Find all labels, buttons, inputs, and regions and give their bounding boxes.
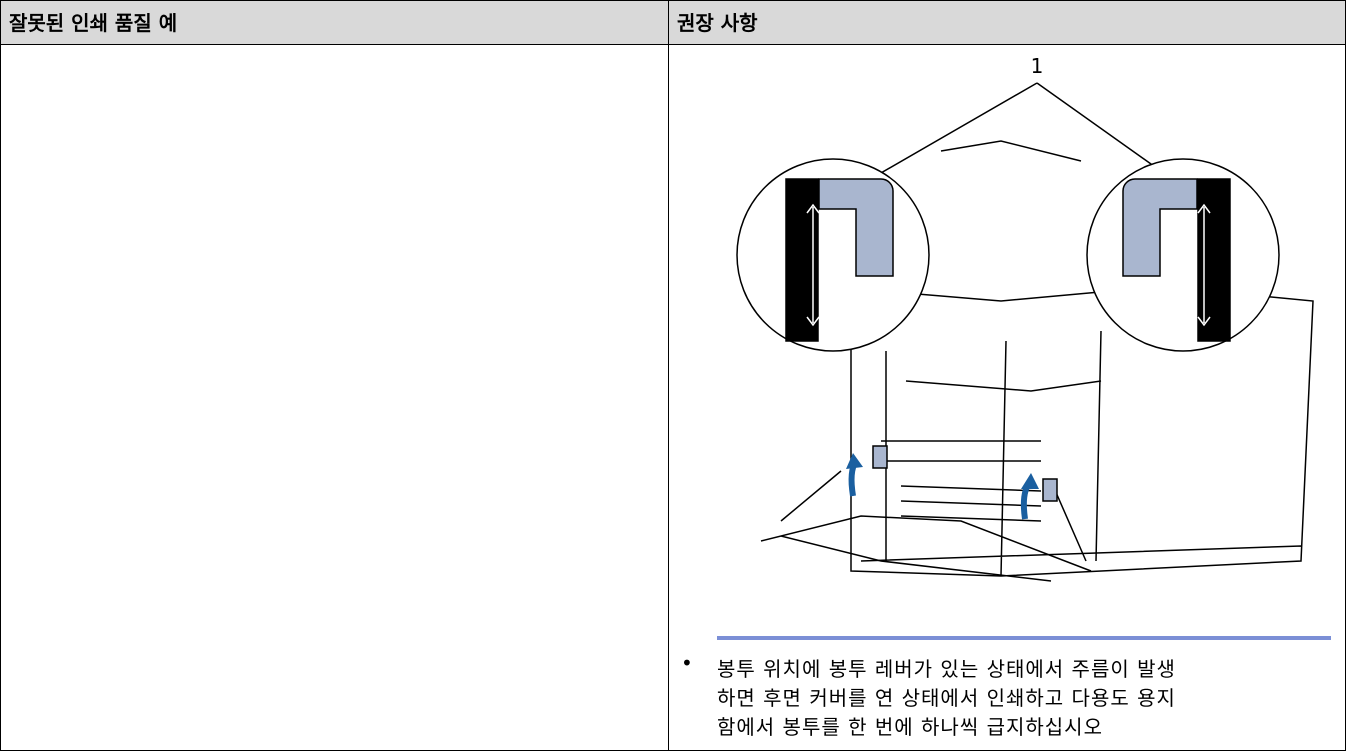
- separator: [717, 636, 1331, 640]
- bullet-text: 하면 후면 커버를 연 상태에서 인쇄하고 다용도 용지: [717, 686, 1176, 710]
- bullet-text: 함에서 봉투를 한 번에 하나씩 급지하십시오: [717, 715, 1103, 739]
- illustration: 1: [736, 54, 1314, 582]
- callout-label: 1: [1031, 54, 1044, 78]
- header-cell: 잘못된 인쇄 품질 예: [1, 1, 669, 45]
- bullet: •: [681, 651, 693, 675]
- bullet-text: 봉투 위치에 봉투 레버가 있는 상태에서 주름이 발생: [717, 657, 1176, 681]
- column-divider: [668, 45, 669, 750]
- header-cell: 권장 사항: [669, 1, 1345, 45]
